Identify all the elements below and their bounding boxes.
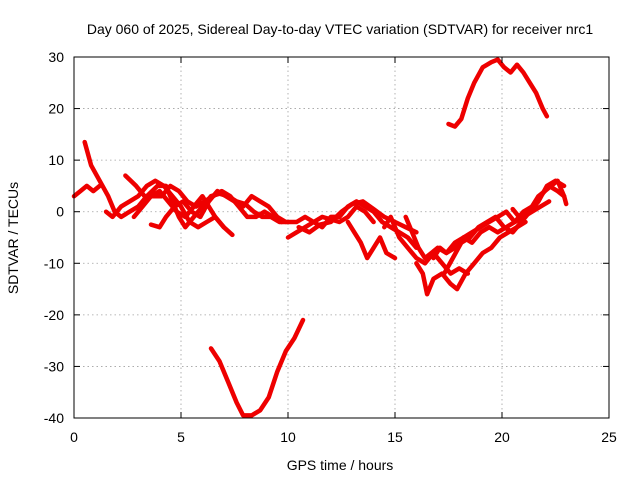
x-tick-labels: 0 5 10 15 20 25 [70, 429, 617, 445]
trace-layer [71, 57, 569, 418]
grid-layer [74, 57, 609, 418]
x-tick-label: 5 [177, 429, 185, 445]
y-axis-label: SDTVAR / TECUs [5, 182, 21, 294]
y-tick-label: -40 [44, 410, 64, 426]
y-tick-label: -30 [44, 358, 64, 374]
x-tick-label: 15 [387, 429, 403, 445]
series-trace-09 [296, 199, 419, 235]
y-tick-label: 30 [48, 49, 64, 65]
series-trace-10 [345, 219, 398, 261]
series-trace-04 [103, 178, 235, 238]
x-tick-label: 10 [280, 429, 296, 445]
series-trace-11 [382, 214, 471, 276]
x-tick-label: 20 [494, 429, 510, 445]
x-axis-label: GPS time / hours [287, 457, 394, 473]
series-trace-06 [148, 188, 289, 230]
series-trace-05 [131, 188, 227, 230]
x-tick-label: 0 [70, 429, 78, 445]
y-tick-labels: -40 -30 -20 -10 0 10 20 30 [44, 49, 64, 426]
y-tick-label: -20 [44, 307, 64, 323]
series-trace-16 [446, 57, 550, 129]
y-tick-label: 10 [48, 152, 64, 168]
series-trace-13 [414, 219, 528, 297]
chart-title: Day 060 of 2025, Sidereal Day-to-day VTE… [87, 21, 593, 37]
series-trace-01 [71, 183, 102, 199]
series-trace-15 [441, 178, 567, 276]
plot-frame [73, 56, 610, 419]
series-trace-07 [208, 317, 306, 418]
y-tick-label: 0 [56, 204, 64, 220]
y-tick-label: -10 [44, 255, 64, 271]
y-tick-label: 20 [48, 101, 64, 117]
series-trace-17 [510, 178, 569, 220]
tick-layer [73, 56, 610, 419]
x-tick-label: 25 [601, 429, 617, 445]
series-trace-02 [82, 139, 376, 230]
